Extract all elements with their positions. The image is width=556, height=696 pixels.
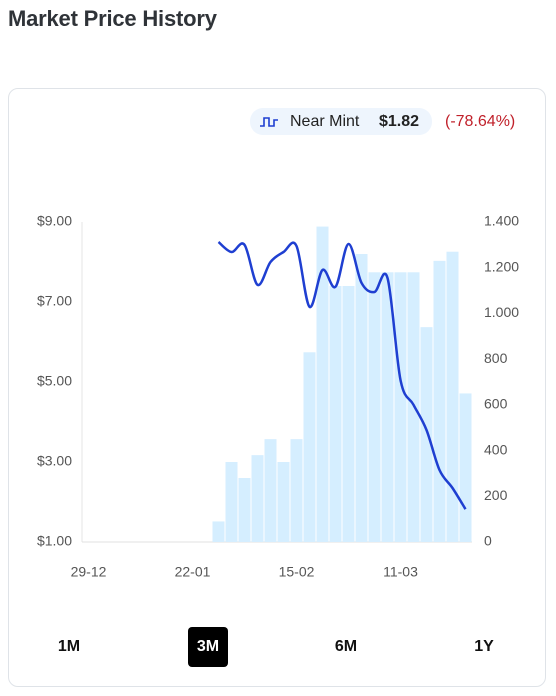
x-tick-label: 11-03 bbox=[383, 564, 418, 580]
bar bbox=[355, 254, 368, 542]
page-title: Market Price History bbox=[8, 6, 217, 31]
y2-tick-label: 1.400 bbox=[484, 213, 519, 229]
x-tick-label: 22-01 bbox=[175, 564, 211, 580]
y-tick-label: $3.00 bbox=[37, 453, 72, 469]
bar bbox=[394, 272, 407, 542]
y2-tick-label: 1.200 bbox=[484, 258, 519, 274]
bar bbox=[225, 462, 238, 542]
bar bbox=[446, 251, 459, 542]
y-tick-label: $5.00 bbox=[37, 373, 72, 389]
legend-icon bbox=[260, 117, 278, 127]
bar bbox=[277, 462, 290, 542]
range-button[interactable]: 1Y bbox=[474, 638, 494, 655]
range-button[interactable]: 1M bbox=[57, 638, 81, 655]
bar bbox=[212, 521, 225, 542]
legend-pill bbox=[250, 108, 432, 135]
x-tick-label: 15-02 bbox=[279, 564, 315, 580]
bar bbox=[329, 286, 342, 542]
bar bbox=[420, 327, 433, 542]
y2-tick-label: 600 bbox=[484, 396, 508, 412]
legend-price: $1.82 bbox=[379, 113, 419, 130]
bar bbox=[264, 439, 277, 542]
bar bbox=[303, 352, 316, 542]
y-tick-label: $1.00 bbox=[37, 533, 72, 549]
y2-tick-label: 400 bbox=[484, 441, 508, 457]
chart: Near Mint $1.82 (-78.64%) $1.00 $3.00 $5.0… bbox=[37, 108, 519, 580]
x-tick-label: 29-12 bbox=[71, 564, 107, 580]
bar bbox=[316, 226, 329, 543]
range-button[interactable]: 6M bbox=[334, 638, 358, 655]
y-tick-label: $9.00 bbox=[37, 213, 72, 229]
bar bbox=[459, 393, 472, 542]
bar bbox=[290, 439, 303, 542]
y-tick-label: $7.00 bbox=[37, 293, 72, 309]
y2-tick-label: 1.000 bbox=[484, 304, 519, 320]
bar bbox=[238, 478, 251, 542]
y2-tick-label: 800 bbox=[484, 350, 508, 366]
chart-card bbox=[8, 88, 546, 687]
legend-label: Near Mint bbox=[290, 113, 360, 130]
y2-tick-label: 200 bbox=[484, 487, 508, 503]
bar bbox=[381, 272, 394, 542]
price-line bbox=[217, 241, 467, 510]
range-button[interactable]: 3M bbox=[188, 627, 228, 667]
bar bbox=[342, 286, 355, 542]
bar bbox=[433, 260, 446, 542]
y2-tick-label: 0 bbox=[484, 533, 492, 549]
legend-change: (-78.64%) bbox=[445, 113, 515, 130]
bar bbox=[251, 455, 264, 542]
bar bbox=[368, 272, 381, 542]
